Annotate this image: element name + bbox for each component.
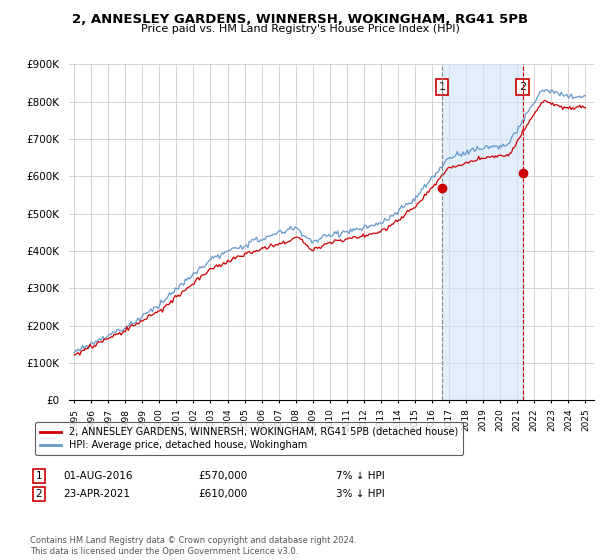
Text: 01-AUG-2016: 01-AUG-2016 [63,471,133,481]
Legend: 2, ANNESLEY GARDENS, WINNERSH, WOKINGHAM, RG41 5PB (detached house), HPI: Averag: 2, ANNESLEY GARDENS, WINNERSH, WOKINGHAM… [35,422,463,455]
Text: 2: 2 [519,82,526,92]
Text: 2, ANNESLEY GARDENS, WINNERSH, WOKINGHAM, RG41 5PB: 2, ANNESLEY GARDENS, WINNERSH, WOKINGHAM… [72,13,528,26]
Text: 1: 1 [439,82,446,92]
Text: £610,000: £610,000 [198,489,247,499]
Text: 7% ↓ HPI: 7% ↓ HPI [336,471,385,481]
Text: 1: 1 [35,471,43,481]
Text: £570,000: £570,000 [198,471,247,481]
Text: Price paid vs. HM Land Registry's House Price Index (HPI): Price paid vs. HM Land Registry's House … [140,24,460,34]
Text: 3% ↓ HPI: 3% ↓ HPI [336,489,385,499]
Text: 23-APR-2021: 23-APR-2021 [63,489,130,499]
Bar [442,64,523,400]
Text: Contains HM Land Registry data © Crown copyright and database right 2024.
This d: Contains HM Land Registry data © Crown c… [30,536,356,556]
Text: 2: 2 [35,489,43,499]
